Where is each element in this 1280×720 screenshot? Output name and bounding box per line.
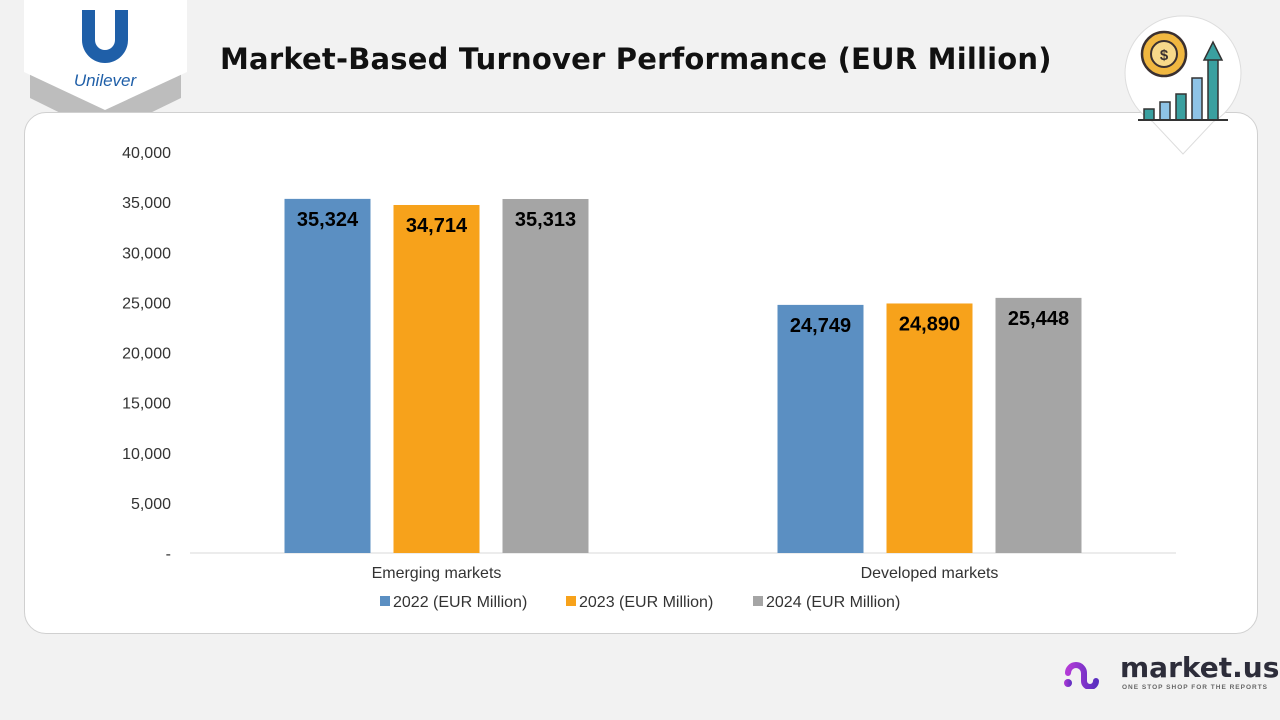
data-label: 35,324 (297, 209, 359, 231)
page-title: Market-Based Turnover Performance (EUR M… (220, 42, 1052, 76)
data-label: 24,749 (790, 315, 851, 337)
unilever-logo: Unilever (24, 0, 187, 135)
bar (502, 198, 589, 553)
legend-label: 2023 (EUR Million) (579, 594, 713, 611)
data-label: 35,313 (515, 209, 576, 231)
data-label: 24,890 (899, 313, 960, 335)
y-tick-label: - (166, 546, 171, 563)
data-label: 25,448 (1008, 308, 1069, 330)
y-tick-label: 35,000 (122, 195, 171, 212)
y-tick-label: 5,000 (131, 496, 171, 513)
data-label: 34,714 (406, 215, 468, 237)
y-tick-label: 10,000 (122, 446, 171, 463)
x-tick-label: Emerging markets (372, 565, 502, 582)
brand-name: market.us (1120, 651, 1280, 684)
bar (284, 198, 371, 554)
legend-swatch (753, 596, 763, 606)
growth-gear-icon: $ (1124, 15, 1242, 155)
y-tick-label: 25,000 (122, 295, 171, 312)
bar (777, 304, 864, 553)
brand-tagline: ONE STOP SHOP FOR THE REPORTS (1122, 684, 1269, 691)
y-tick-label: 40,000 (122, 145, 171, 162)
legend-swatch (566, 596, 576, 606)
bar (393, 204, 480, 553)
bar (995, 297, 1082, 553)
y-tick-label: 15,000 (122, 396, 171, 413)
svg-text:Unilever: Unilever (74, 71, 138, 90)
market-us-mark-icon (1064, 658, 1110, 690)
bar (886, 303, 973, 553)
legend-swatch (380, 596, 390, 606)
legend-label: 2024 (EUR Million) (766, 594, 900, 611)
market-us-logo: market.us ONE STOP SHOP FOR THE REPORTS (1062, 651, 1279, 694)
y-tick-label: 30,000 (122, 245, 171, 262)
x-tick-label: Developed markets (861, 565, 999, 582)
svg-text:$: $ (1160, 47, 1169, 64)
legend-label: 2022 (EUR Million) (393, 594, 527, 611)
y-tick-label: 20,000 (122, 346, 171, 363)
